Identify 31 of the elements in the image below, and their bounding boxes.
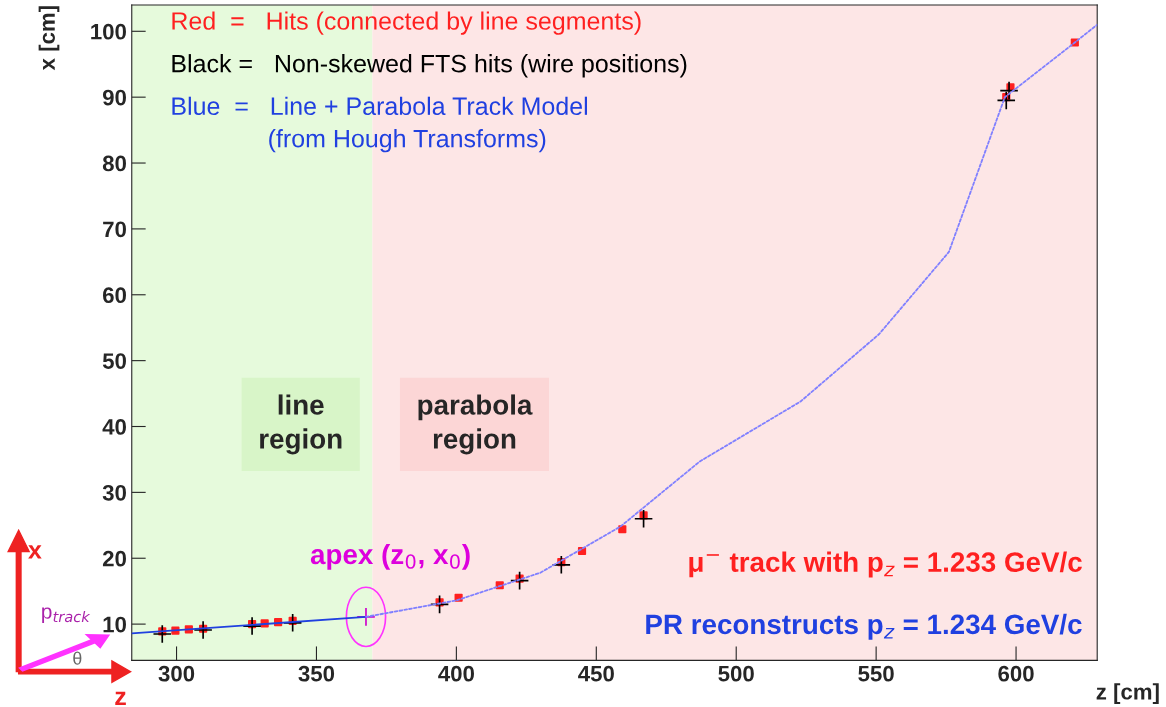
annotation: line region — [260, 394, 342, 455]
text: p$_{track}$ — [42, 607, 91, 623]
text: x — [28, 545, 42, 559]
y-tick-label: 90 — [102, 89, 126, 106]
y-tick-label: 60 — [102, 287, 126, 304]
y-tick-label: 20 — [102, 550, 126, 567]
y-tick-label: 80 — [102, 155, 126, 172]
annotation: Red = Hits (connected by line segments) — [172, 11, 641, 35]
text: z — [115, 691, 126, 705]
x-tick-label: 550 — [858, 665, 894, 682]
y-tick-label: 40 — [102, 419, 126, 435]
y-tick-label: 30 — [102, 484, 126, 501]
y-tick-label: 50 — [102, 353, 126, 369]
text: θ — [73, 651, 82, 665]
y-tick-label: 70 — [103, 221, 126, 238]
x-tick-label: 600 — [998, 665, 1034, 682]
annotation: parabola region — [418, 394, 533, 455]
y-tick-label: 100 — [91, 23, 126, 40]
annotation: apex (z$_{0}$, x$_{0}$) — [310, 543, 470, 570]
x-tick-label: 300 — [158, 665, 195, 682]
y-tick-label: 10 — [103, 616, 126, 633]
y-axis-title: x [cm] — [38, 6, 60, 71]
annotation: μ$^{−}$ track with p$_{z}$ = 1.233 GeV/c — [689, 551, 1082, 578]
x-axis-title: z [cm] — [1096, 683, 1159, 704]
x-tick-label: 400 — [438, 665, 474, 682]
x-tick-label: 500 — [718, 665, 754, 682]
x-tick-label: 350 — [298, 665, 335, 682]
annotation: Black = Non-skewed FTS hits (wire positions) — [172, 54, 687, 78]
annotation: Blue = Line + Parabola Track Model (from Hough Transforms) — [172, 96, 588, 153]
x-tick-label: 450 — [578, 665, 614, 682]
annotation: PR reconstructs p$_{z}$ = 1.234 GeV/c — [646, 613, 1082, 640]
